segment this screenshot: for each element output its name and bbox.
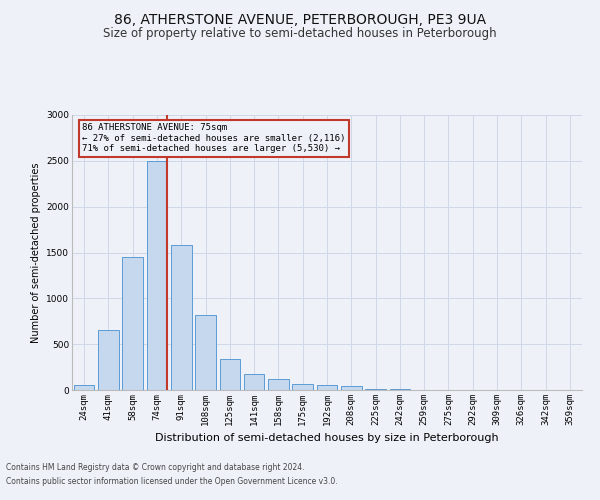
Bar (74, 386, 94, 390)
Text: 86, ATHERSTONE AVENUE, PETERBOROUGH, PE3 9UA: 86, ATHERSTONE AVENUE, PETERBOROUGH, PE3… (114, 12, 486, 26)
Bar (389, 389, 410, 390)
Bar (268, 379, 289, 390)
X-axis label: Distribution of semi-detached houses by size in Peterborough: Distribution of semi-detached houses by … (155, 434, 499, 444)
Bar (365, 388, 386, 390)
Bar (171, 245, 191, 390)
Bar (220, 359, 240, 390)
Text: Contains public sector information licensed under the Open Government Licence v3: Contains public sector information licen… (6, 477, 338, 486)
Bar (317, 385, 337, 390)
Bar (122, 257, 143, 390)
Text: Size of property relative to semi-detached houses in Peterborough: Size of property relative to semi-detach… (103, 28, 497, 40)
Y-axis label: Number of semi-detached properties: Number of semi-detached properties (31, 162, 41, 343)
Bar (341, 386, 362, 390)
Text: Contains HM Land Registry data © Crown copyright and database right 2024.: Contains HM Land Registry data © Crown c… (6, 464, 305, 472)
Bar (244, 374, 265, 390)
Text: 86 ATHERSTONE AVENUE: 75sqm
← 27% of semi-detached houses are smaller (2,116)
71: 86 ATHERSTONE AVENUE: 75sqm ← 27% of sem… (82, 123, 346, 153)
Bar (292, 384, 313, 390)
Bar (146, 161, 167, 390)
Bar (98, 330, 119, 390)
Bar (195, 315, 216, 390)
